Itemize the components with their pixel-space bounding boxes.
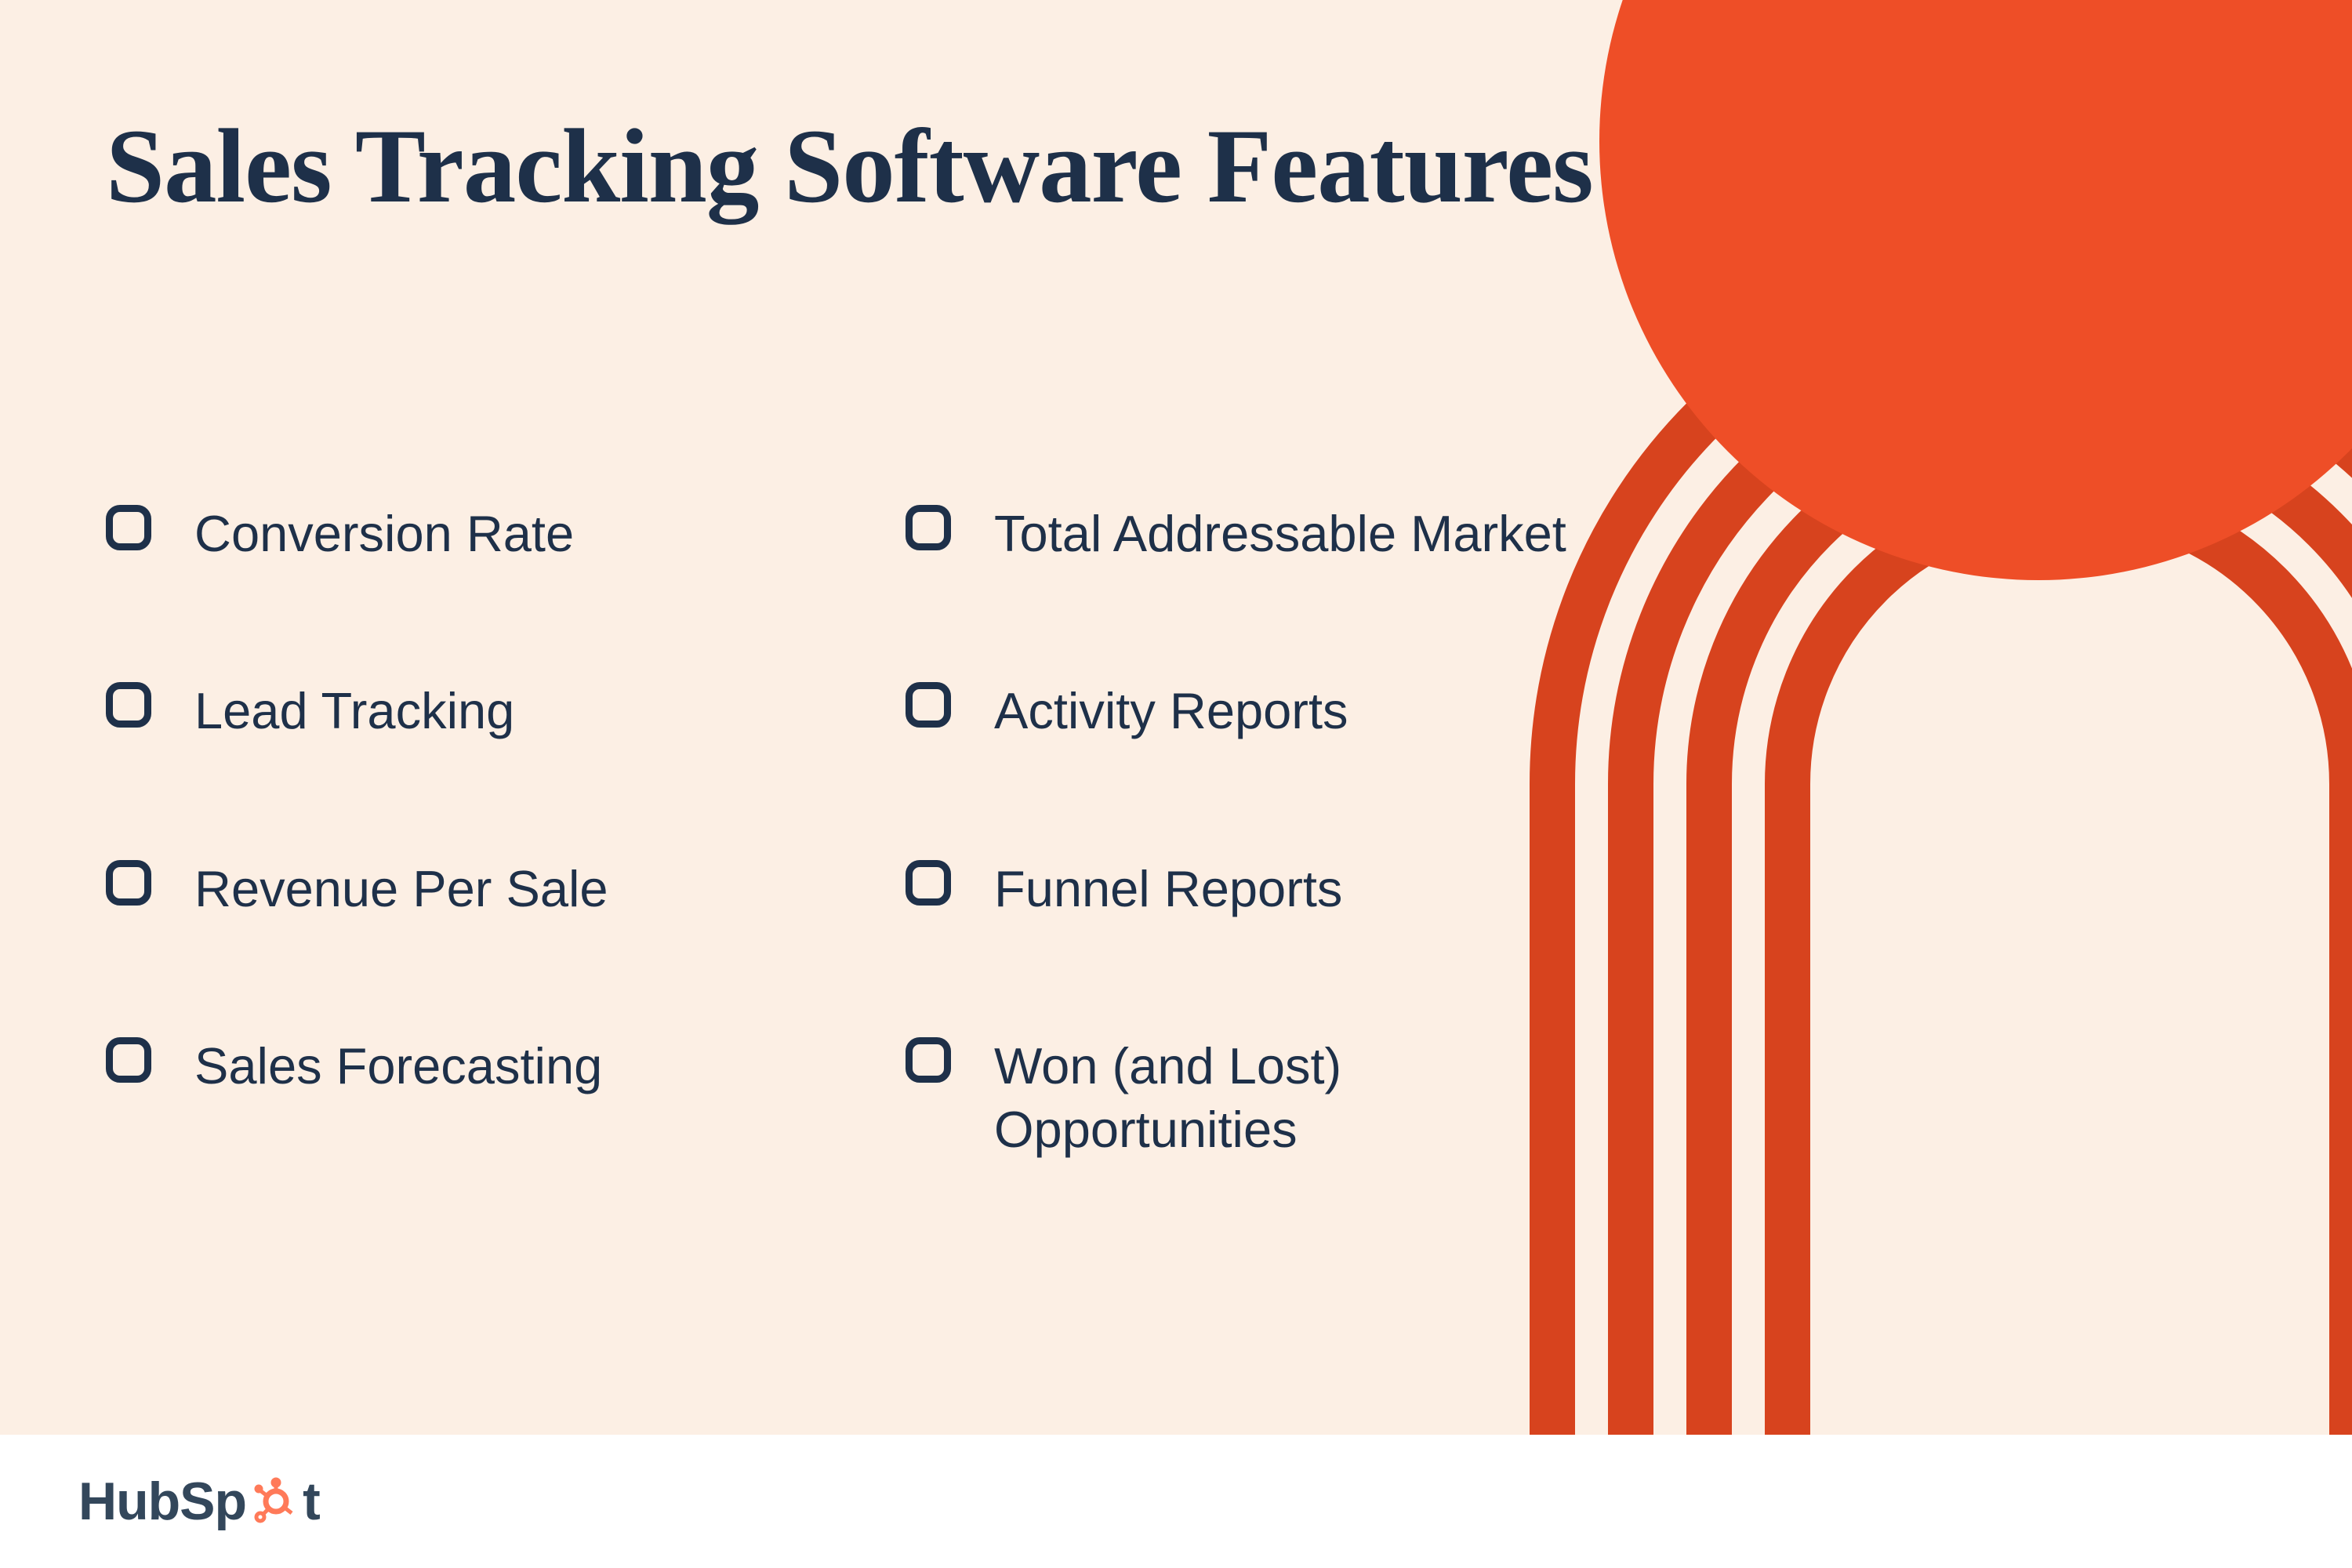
checkbox-icon	[106, 505, 151, 550]
page-title: Sales Tracking Software Features	[106, 106, 1593, 227]
checkbox-icon	[906, 682, 951, 728]
feature-item-label: Conversion Rate	[194, 502, 574, 565]
logo-text-part-2: t	[303, 1471, 320, 1532]
feature-item: Lead Tracking	[106, 679, 811, 742]
hubspot-logo: HubSp t	[78, 1471, 320, 1532]
feature-item-label: Activity Reports	[994, 679, 1348, 742]
feature-column-0: Conversion Rate Lead Tracking Revenue Per …	[106, 502, 811, 1161]
checkbox-icon	[106, 682, 151, 728]
infographic-canvas: Sales Tracking Software Features Convers…	[0, 0, 2352, 1568]
sprocket-icon	[251, 1476, 298, 1527]
feature-columns: Conversion Rate Lead Tracking Revenue Per …	[106, 502, 1611, 1161]
feature-item-label: Revenue Per Sale	[194, 857, 608, 920]
checkbox-icon	[106, 1037, 151, 1083]
checkbox-icon	[906, 1037, 951, 1083]
main-panel: Sales Tracking Software Features Convers…	[0, 0, 2352, 1435]
checkbox-icon	[906, 860, 951, 906]
feature-item: Sales Forecasting	[106, 1034, 811, 1098]
feature-item: Activity Reports	[906, 679, 1611, 742]
feature-item-label: Lead Tracking	[194, 679, 514, 742]
feature-item-label: Funnel Reports	[994, 857, 1342, 920]
feature-item: Revenue Per Sale	[106, 857, 811, 920]
footer: HubSp t	[0, 1435, 2352, 1568]
feature-item-label: Won (and Lost) Opportunities	[994, 1034, 1611, 1162]
feature-item: Total Addressable Market	[906, 502, 1611, 565]
checkbox-icon	[106, 860, 151, 906]
feature-column-1: Total Addressable Market Activity Reports…	[906, 502, 1611, 1161]
feature-item: Won (and Lost) Opportunities	[906, 1034, 1611, 1162]
logo-text-part-1: HubSp	[78, 1471, 246, 1532]
feature-item: Conversion Rate	[106, 502, 811, 565]
feature-item: Funnel Reports	[906, 857, 1611, 920]
feature-item-label: Total Addressable Market	[994, 502, 1566, 565]
feature-item-label: Sales Forecasting	[194, 1034, 602, 1098]
checkbox-icon	[906, 505, 951, 550]
